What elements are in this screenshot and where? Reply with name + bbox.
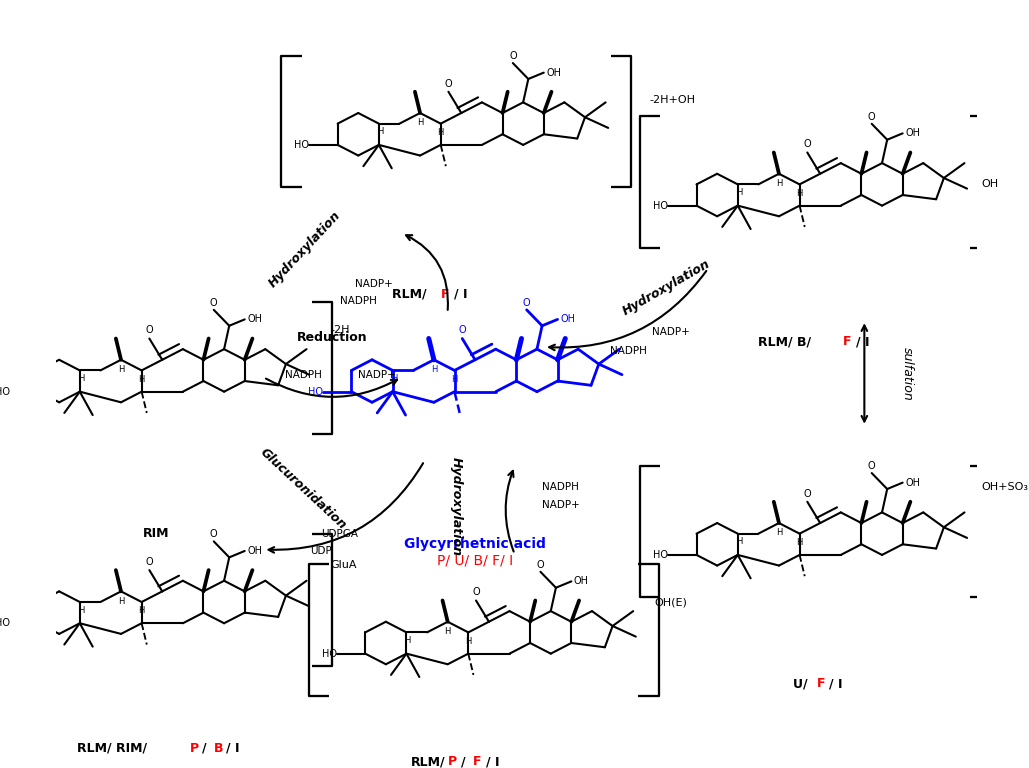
Text: / I: / I — [856, 336, 870, 349]
Text: Hydroxylation: Hydroxylation — [267, 209, 344, 290]
Text: NADPH: NADPH — [542, 482, 579, 492]
Text: NADP+: NADP+ — [358, 370, 395, 380]
Text: /: / — [461, 755, 470, 768]
Text: OH: OH — [560, 314, 575, 324]
Text: O: O — [523, 298, 531, 308]
Text: H: H — [377, 127, 384, 137]
Text: F: F — [441, 288, 450, 300]
Text: H: H — [391, 374, 397, 383]
Text: H: H — [452, 375, 458, 384]
Text: RLM/: RLM/ — [392, 288, 431, 300]
Text: OH: OH — [546, 68, 562, 78]
Text: -2H+OH: -2H+OH — [650, 95, 696, 105]
Text: P/ U/ B/ F/ I: P/ U/ B/ F/ I — [437, 554, 513, 568]
Text: HO: HO — [0, 386, 10, 397]
Text: -2H: -2H — [330, 325, 350, 335]
Text: HO: HO — [308, 386, 323, 397]
Text: H: H — [118, 365, 125, 374]
Text: / I: / I — [225, 742, 239, 755]
Text: H: H — [78, 606, 84, 615]
Text: OH: OH — [247, 314, 262, 324]
Text: H: H — [78, 374, 84, 383]
Text: RLM/ B/: RLM/ B/ — [757, 336, 815, 349]
Text: F: F — [816, 677, 825, 690]
Text: H: H — [736, 188, 742, 197]
Text: NADP+: NADP+ — [542, 500, 580, 510]
Text: H: H — [445, 627, 451, 636]
Text: RIM: RIM — [143, 527, 169, 540]
Text: H: H — [139, 375, 145, 384]
Text: O: O — [509, 51, 517, 61]
Text: H: H — [118, 597, 125, 606]
Text: OH: OH — [906, 128, 920, 138]
Text: NADP+: NADP+ — [652, 326, 690, 336]
Text: OH: OH — [982, 179, 998, 189]
Text: RLM/ RIM/: RLM/ RIM/ — [77, 742, 151, 755]
Text: OH: OH — [574, 576, 589, 586]
Text: O: O — [445, 78, 452, 88]
Text: OH(E): OH(E) — [654, 598, 687, 607]
Text: Hydroxylation: Hydroxylation — [451, 457, 463, 556]
Text: O: O — [210, 298, 217, 308]
Text: Reduction: Reduction — [297, 330, 367, 343]
Text: NADP+: NADP+ — [355, 279, 393, 289]
Text: H: H — [736, 538, 742, 547]
Text: / I: / I — [486, 755, 500, 768]
Text: HO: HO — [294, 140, 310, 150]
Text: Glycyrrhetnic acid: Glycyrrhetnic acid — [404, 537, 546, 551]
Text: OH: OH — [906, 478, 920, 488]
Text: O: O — [867, 461, 876, 471]
Text: F: F — [473, 755, 482, 768]
Text: U/: U/ — [792, 677, 812, 690]
Text: UDPGA: UDPGA — [321, 529, 358, 539]
Text: H: H — [437, 128, 443, 137]
Text: sulfation: sulfation — [901, 346, 914, 400]
Text: O: O — [804, 139, 811, 149]
Text: H: H — [404, 636, 411, 645]
Text: H: H — [796, 538, 803, 547]
Text: H: H — [417, 118, 423, 127]
Text: H: H — [776, 528, 782, 538]
Text: P: P — [190, 742, 199, 755]
Text: GluA: GluA — [330, 560, 357, 570]
Text: H: H — [796, 189, 803, 197]
Text: H: H — [776, 179, 782, 188]
Text: H: H — [139, 606, 145, 615]
Text: /: / — [202, 742, 211, 755]
Text: Hydroxylation: Hydroxylation — [620, 257, 713, 318]
Text: O: O — [867, 111, 876, 121]
Text: NADPH: NADPH — [340, 296, 377, 306]
Text: B: B — [214, 742, 223, 755]
Text: HO: HO — [322, 649, 336, 659]
Text: OH: OH — [247, 546, 262, 556]
Text: NADPH: NADPH — [285, 370, 321, 380]
Text: RLM/: RLM/ — [411, 755, 446, 768]
Text: H: H — [465, 637, 471, 646]
Text: O: O — [145, 326, 153, 336]
Text: HO: HO — [0, 618, 10, 628]
Text: / I: / I — [829, 677, 843, 690]
Text: H: H — [431, 365, 437, 374]
Text: O: O — [145, 557, 153, 567]
Text: / I: / I — [454, 288, 467, 300]
Text: O: O — [210, 529, 217, 539]
Text: O: O — [472, 588, 480, 598]
Text: O: O — [458, 326, 466, 336]
Text: UDP: UDP — [311, 546, 332, 556]
Text: F: F — [843, 336, 852, 349]
Text: HO: HO — [653, 550, 668, 560]
Text: O: O — [804, 488, 811, 498]
Text: O: O — [537, 560, 544, 570]
Text: HO: HO — [653, 200, 668, 210]
Text: NADPH: NADPH — [610, 346, 647, 356]
Text: OH+SO₃: OH+SO₃ — [982, 482, 1028, 492]
Text: P: P — [448, 755, 457, 768]
Text: Glucuronidation: Glucuronidation — [257, 445, 349, 532]
